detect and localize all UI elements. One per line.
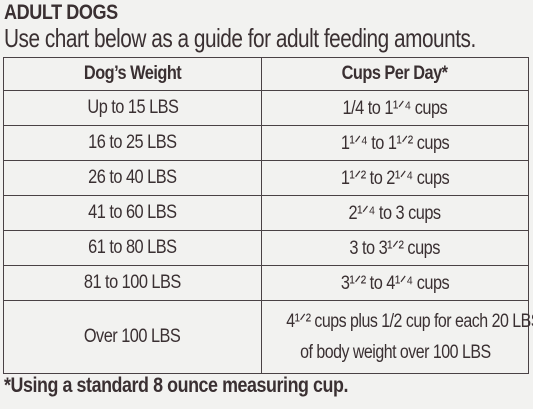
cups-cell: 3 to 3¹ᐟ² cups xyxy=(261,230,529,266)
weight-cell: 26 to 40 LBS xyxy=(3,160,262,196)
cups-line-2: of body weight over 100 LBS xyxy=(299,342,491,363)
weight-cell: Up to 15 LBS xyxy=(3,90,262,126)
table-row: 16 to 25 LBS 1¹ᐟ⁴ to 1¹ᐟ² cups xyxy=(3,125,529,161)
table-row: Over 100 LBS 4¹ᐟ² cups plus 1/2 cup for … xyxy=(3,300,533,374)
feeding-chart-table: Dog’s Weight Cups Per Day* Up to 15 LBS … xyxy=(3,57,533,374)
section-subheading: Use chart below as a guide for adult fee… xyxy=(4,23,476,53)
table-header-row: Dog’s Weight Cups Per Day* xyxy=(3,57,529,91)
cups-cell: 1/4 to 1¹ᐟ⁴ cups xyxy=(261,90,529,126)
weight-cell: Over 100 LBS xyxy=(3,300,262,374)
table-row: 81 to 100 LBS 3¹ᐟ² to 4¹ᐟ⁴ cups xyxy=(3,265,529,301)
cups-cell: 1¹ᐟ² to 2¹ᐟ⁴ cups xyxy=(261,160,529,196)
footnote: *Using a standard 8 ounce measuring cup. xyxy=(4,374,349,397)
weight-cell: 16 to 25 LBS xyxy=(3,125,262,161)
section-heading: ADULT DOGS xyxy=(4,1,118,24)
table-row: 61 to 80 LBS 3 to 3¹ᐟ² cups xyxy=(3,230,529,266)
table-row: 41 to 60 LBS 2¹ᐟ⁴ to 3 cups xyxy=(3,195,529,231)
table-row: Up to 15 LBS 1/4 to 1¹ᐟ⁴ cups xyxy=(3,90,529,126)
cups-cell: 3¹ᐟ² to 4¹ᐟ⁴ cups xyxy=(261,265,529,301)
weight-cell: 81 to 100 LBS xyxy=(3,265,262,301)
cups-cell: 4¹ᐟ² cups plus 1/2 cup for each 20 LBS o… xyxy=(261,300,533,374)
header-cups-per-day: Cups Per Day* xyxy=(261,57,529,91)
cups-line-1: 4¹ᐟ² cups plus 1/2 cup for each 20 LBS xyxy=(286,311,533,332)
weight-cell: 41 to 60 LBS xyxy=(3,195,262,231)
cups-cell: 2¹ᐟ⁴ to 3 cups xyxy=(261,195,529,231)
weight-cell: 61 to 80 LBS xyxy=(3,230,262,266)
header-dogs-weight: Dog’s Weight xyxy=(3,57,262,91)
cups-cell: 1¹ᐟ⁴ to 1¹ᐟ² cups xyxy=(261,125,529,161)
table-row: 26 to 40 LBS 1¹ᐟ² to 2¹ᐟ⁴ cups xyxy=(3,160,529,196)
